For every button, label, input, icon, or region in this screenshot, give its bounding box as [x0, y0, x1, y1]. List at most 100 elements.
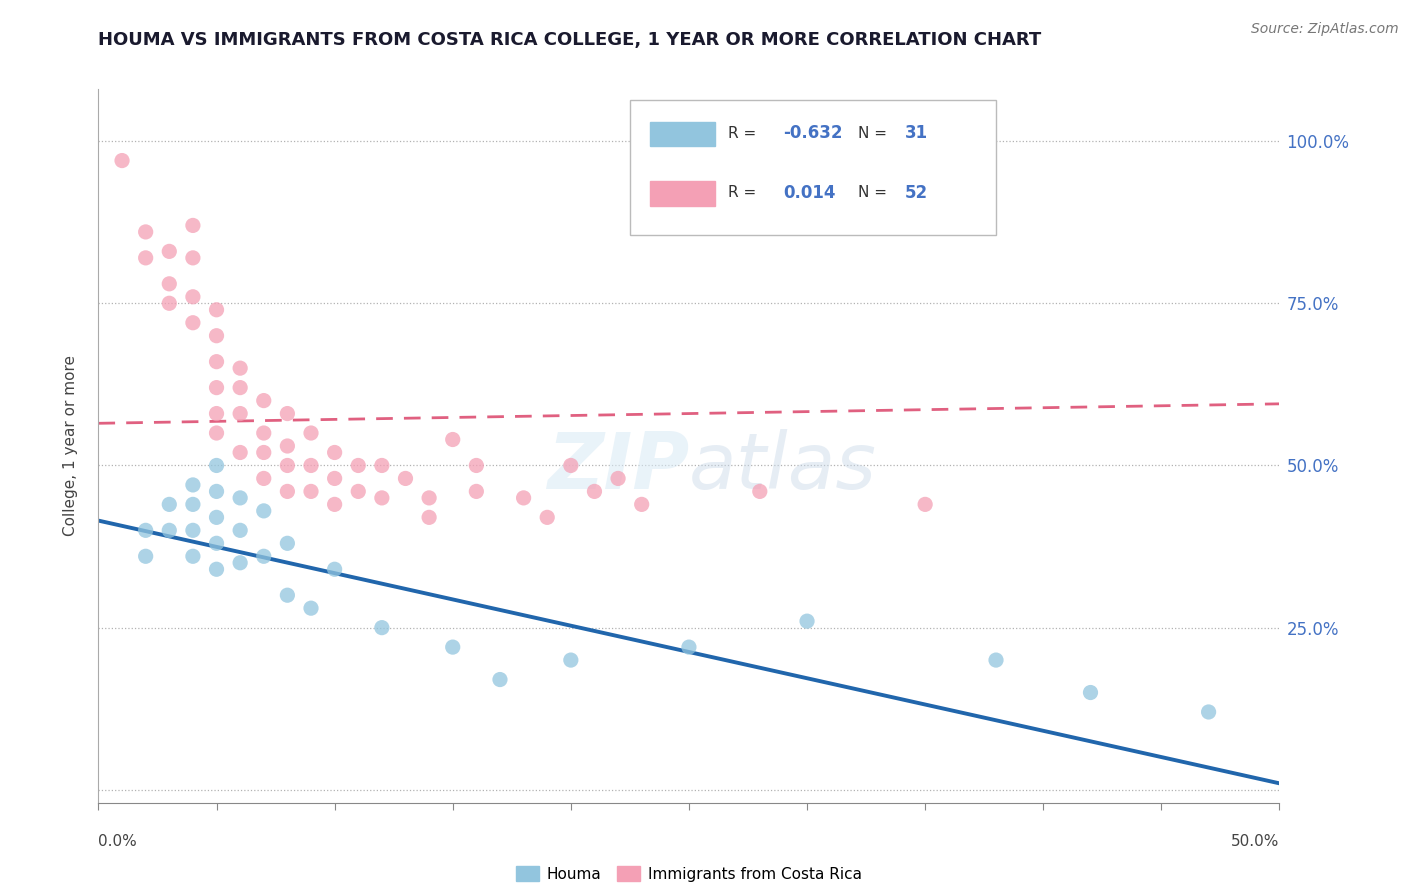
Point: [299, 458, 322, 473]
Text: 31: 31: [905, 125, 928, 143]
Point: [323, 445, 346, 459]
Point: [229, 491, 252, 505]
Point: [748, 484, 770, 499]
Point: [205, 407, 228, 421]
Text: 0.014: 0.014: [783, 184, 837, 202]
Point: [796, 614, 818, 628]
Point: [371, 621, 394, 635]
Point: [229, 407, 252, 421]
Text: atlas: atlas: [689, 429, 877, 506]
Bar: [650, 181, 714, 205]
Text: N =: N =: [858, 126, 891, 141]
Point: [536, 510, 558, 524]
Point: [157, 296, 180, 310]
Point: [181, 524, 204, 538]
Point: [135, 251, 157, 265]
Point: [229, 524, 252, 538]
Point: [205, 510, 228, 524]
FancyBboxPatch shape: [630, 100, 995, 235]
Point: [323, 471, 346, 485]
Point: [323, 497, 346, 511]
Point: [441, 640, 464, 654]
Point: [678, 640, 700, 654]
Point: [299, 425, 322, 440]
Text: -0.632: -0.632: [783, 125, 844, 143]
Point: [181, 549, 204, 564]
Point: [560, 458, 582, 473]
Point: [418, 491, 440, 505]
Point: [276, 484, 298, 499]
Point: [371, 491, 394, 505]
Point: [229, 381, 252, 395]
Point: [560, 653, 582, 667]
Point: [135, 549, 157, 564]
Point: [135, 524, 157, 538]
Point: [630, 497, 652, 511]
Point: [276, 439, 298, 453]
Point: [394, 471, 416, 485]
Point: [181, 497, 204, 511]
Point: [205, 328, 228, 343]
Text: 50.0%: 50.0%: [1232, 834, 1279, 849]
Point: [276, 536, 298, 550]
Point: [205, 302, 228, 317]
Point: [984, 653, 1007, 667]
Point: [181, 290, 204, 304]
Point: [205, 354, 228, 368]
Point: [347, 484, 370, 499]
Point: [181, 478, 204, 492]
Text: 52: 52: [905, 184, 928, 202]
Point: [205, 381, 228, 395]
Point: [323, 562, 346, 576]
Point: [465, 484, 488, 499]
Point: [276, 588, 298, 602]
Point: [229, 445, 252, 459]
Point: [157, 244, 180, 259]
Point: [157, 277, 180, 291]
Point: [253, 393, 276, 408]
Point: [583, 484, 606, 499]
Point: [276, 407, 298, 421]
Point: [229, 556, 252, 570]
Point: [253, 471, 276, 485]
Point: [157, 497, 180, 511]
Y-axis label: College, 1 year or more: College, 1 year or more: [63, 356, 77, 536]
Point: [205, 458, 228, 473]
Point: [205, 562, 228, 576]
Point: [441, 433, 464, 447]
Point: [347, 458, 370, 473]
Point: [418, 510, 440, 524]
Point: [914, 497, 936, 511]
Point: [299, 484, 322, 499]
Legend: Houma, Immigrants from Costa Rica: Houma, Immigrants from Costa Rica: [510, 860, 868, 888]
Point: [205, 536, 228, 550]
Text: R =: R =: [728, 186, 761, 200]
Point: [371, 458, 394, 473]
Text: N =: N =: [858, 186, 891, 200]
Point: [253, 504, 276, 518]
Point: [253, 445, 276, 459]
Point: [1080, 685, 1102, 699]
Point: [512, 491, 534, 505]
Text: 0.0%: 0.0%: [98, 834, 138, 849]
Point: [205, 425, 228, 440]
Point: [253, 425, 276, 440]
Point: [1198, 705, 1220, 719]
Text: Source: ZipAtlas.com: Source: ZipAtlas.com: [1251, 22, 1399, 37]
Point: [489, 673, 512, 687]
Point: [205, 484, 228, 499]
Point: [157, 524, 180, 538]
Point: [181, 219, 204, 233]
Text: HOUMA VS IMMIGRANTS FROM COSTA RICA COLLEGE, 1 YEAR OR MORE CORRELATION CHART: HOUMA VS IMMIGRANTS FROM COSTA RICA COLL…: [98, 31, 1042, 49]
Point: [253, 549, 276, 564]
Bar: [650, 122, 714, 146]
Text: ZIP: ZIP: [547, 429, 689, 506]
Point: [465, 458, 488, 473]
Point: [276, 458, 298, 473]
Point: [607, 471, 630, 485]
Point: [229, 361, 252, 376]
Point: [181, 251, 204, 265]
Text: R =: R =: [728, 126, 761, 141]
Point: [135, 225, 157, 239]
Point: [299, 601, 322, 615]
